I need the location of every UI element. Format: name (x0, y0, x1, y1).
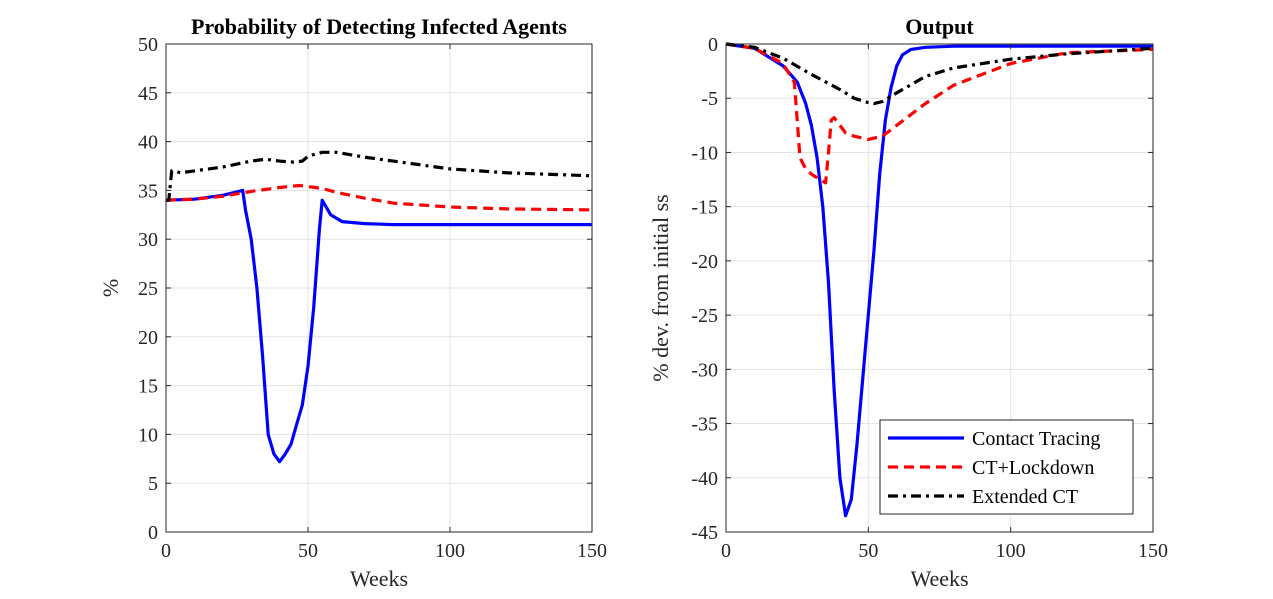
left-x-axis-label: Weeks (350, 566, 408, 591)
left-y-tick-label: 20 (138, 327, 158, 349)
left-x-tick-label: 100 (435, 540, 465, 562)
right-y-tick-label: -15 (691, 197, 718, 219)
right-y-tick-label: -20 (691, 251, 718, 273)
right-y-tick-label: -45 (691, 522, 718, 544)
right-y-tick-label: -10 (691, 142, 718, 164)
left-x-tick-label: 150 (577, 540, 607, 562)
right-series-extended-ct (725, 42, 1154, 106)
left-y-tick-label: 50 (138, 34, 158, 56)
left-series (165, 150, 593, 464)
right-y-tick-label: -35 (691, 414, 718, 436)
left-ticks: 0 50 100 150 0 5 10 15 20 25 30 35 40 45 50 (138, 34, 607, 562)
right-x-axis-label: Weeks (910, 566, 968, 591)
left-y-tick-label: 35 (138, 180, 158, 202)
right-x-tick-label: 50 (858, 540, 878, 562)
legend-label-ct-lockdown: CT+Lockdown (972, 457, 1094, 479)
left-chart-panel: 0 50 100 150 0 5 10 15 20 25 30 35 40 45 50 Probabilit… (98, 14, 607, 591)
right-chart-panel: 0 50 100 150 0 -5 -10 -15 -20 -25 -30 -35 -40 -45 Out… (648, 14, 1168, 591)
left-y-tick-label: 0 (148, 522, 158, 544)
right-x-tick-label: 100 (996, 540, 1026, 562)
left-y-tick-label: 25 (138, 278, 158, 300)
left-x-tick-label: 50 (298, 540, 318, 562)
left-chart-title: Probability of Detecting Infected Agents (191, 14, 567, 39)
right-series-contact-tracing (725, 42, 1153, 518)
left-y-axis-label: % (98, 279, 123, 297)
right-ticks: 0 50 100 150 0 -5 -10 -15 -20 -25 -30 -35 -40 -45 (691, 34, 1168, 562)
chart-legend: Contact Tracing CT+Lockdown Extended CT (879, 419, 1134, 515)
right-series-ct-lockdown (725, 42, 1154, 185)
left-x-tick-label: 0 (161, 540, 171, 562)
left-series-extended-ct (166, 150, 593, 202)
right-y-tick-label: -25 (691, 305, 718, 327)
right-x-tick-label: 0 (721, 540, 731, 562)
right-y-tick-label: 0 (708, 34, 718, 56)
left-y-tick-label: 30 (138, 229, 158, 251)
left-grid (165, 43, 593, 533)
right-y-axis-label: % dev. from initial ss (648, 194, 673, 381)
left-y-tick-label: 10 (138, 424, 158, 446)
left-series-ct-lockdown (165, 183, 593, 212)
left-y-tick-label: 15 (138, 376, 158, 398)
legend-label-extended-ct: Extended CT (972, 486, 1078, 508)
right-y-tick-label: -40 (691, 468, 718, 490)
right-chart-title: Output (905, 14, 974, 39)
right-x-tick-label: 150 (1138, 540, 1168, 562)
right-y-tick-label: -30 (691, 359, 718, 381)
right-series (725, 42, 1154, 518)
left-y-tick-label: 45 (138, 83, 158, 105)
right-y-tick-label: -5 (701, 88, 718, 110)
legend-label-contact-tracing: Contact Tracing (972, 428, 1100, 450)
left-y-tick-label: 5 (148, 473, 158, 495)
left-series-contact-tracing (165, 188, 592, 464)
left-y-tick-label: 40 (138, 132, 158, 154)
right-axes-frame (725, 43, 1154, 533)
